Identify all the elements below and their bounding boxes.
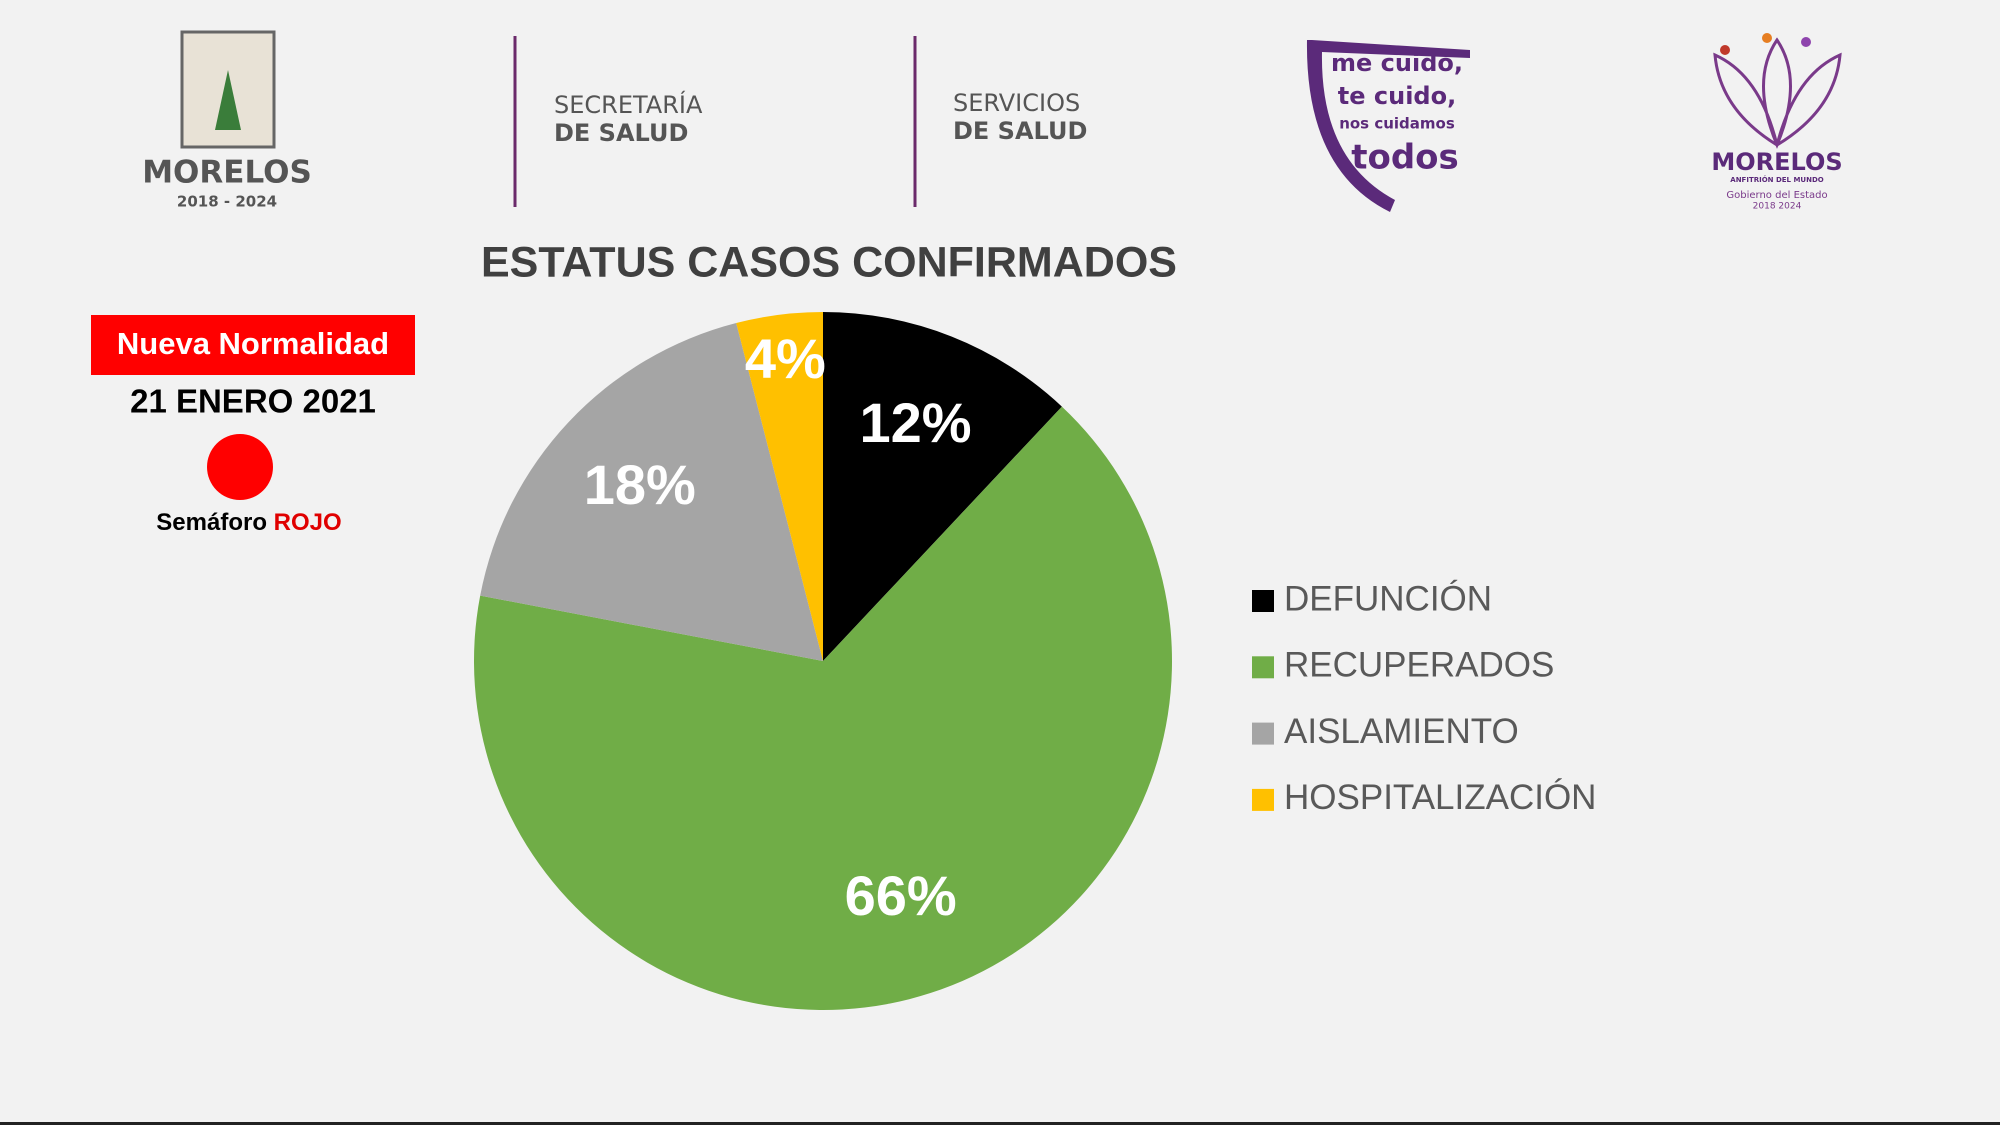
data-label: 18% (584, 453, 696, 516)
data-label: 4% (745, 327, 826, 390)
gov-name: MORELOS (1711, 148, 1842, 176)
legend-swatch (1252, 788, 1274, 811)
servicios-line1: SERVICIOS (953, 89, 1080, 117)
data-label: 66% (845, 864, 957, 927)
emblem-figure (215, 70, 241, 130)
logo-name: MORELOS (142, 155, 312, 191)
badge-box (91, 315, 415, 375)
legend-swatch (1252, 590, 1274, 612)
lotus-icon (1713, 37, 1842, 149)
legend-label: HOSPITALIZACIÓN (1284, 778, 1596, 817)
pie-slice (480, 322, 823, 661)
lotus-dot (1801, 37, 1811, 47)
campaign-line1: me cuido, (1331, 49, 1463, 77)
servicios-line2: DE SALUD (953, 117, 1087, 145)
secretaria-line2: DE SALUD (554, 119, 688, 147)
pie-slice (474, 406, 1172, 1010)
pie-slice (736, 312, 823, 661)
pie-slice (823, 312, 1062, 661)
legend-swatch (1252, 656, 1274, 679)
semaphore-text: Semáforo ROJO (156, 509, 341, 536)
logo-years: 2018 - 2024 (177, 193, 277, 211)
lotus-dot (1720, 45, 1730, 55)
campaign-line3: nos cuidamos (1339, 115, 1455, 133)
campaign-line4: todos (1351, 138, 1459, 178)
badge-text: Nueva Normalidad (117, 326, 389, 361)
gov-line1: Gobierno del Estado (1726, 190, 1827, 201)
legend-label: RECUPERADOS (1284, 646, 1554, 685)
secretaria-line1: SECRETARÍA (554, 90, 703, 119)
data-label: 12% (859, 391, 971, 454)
legend-swatch (1252, 722, 1274, 745)
campaign-line2: te cuido, (1338, 82, 1456, 110)
date: 21 ENERO 2021 (130, 383, 376, 420)
semaphore-light (207, 434, 273, 500)
legend-label: AISLAMIENTO (1284, 712, 1519, 751)
chart-title: ESTATUS CASOS CONFIRMADOS (481, 238, 1177, 286)
gov-line2: 2018 2024 (1753, 202, 1802, 212)
bottom-border (0, 1122, 2000, 1125)
gov-tagline: ANFITRIÓN DEL MUNDO (1730, 175, 1823, 184)
legend-label: DEFUNCIÓN (1284, 579, 1492, 618)
semaphore-label: Semáforo (156, 509, 267, 536)
lotus-dot (1762, 33, 1772, 43)
campaign-shield (1306, 40, 1470, 212)
semaphore-color: ROJO (274, 509, 342, 536)
